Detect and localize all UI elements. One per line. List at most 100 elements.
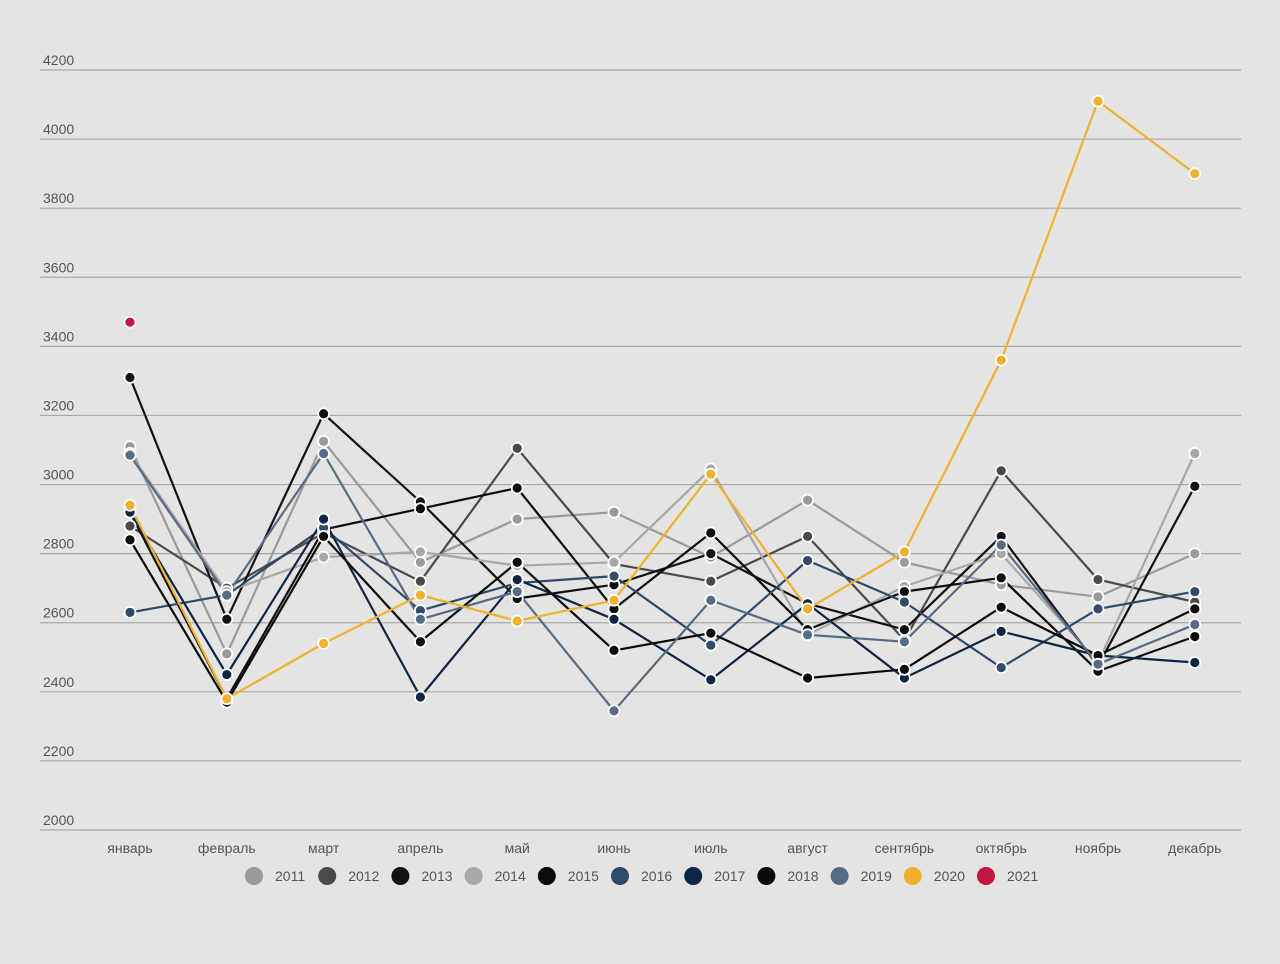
y-tick-label: 2000	[43, 812, 74, 828]
x-tick-label: май	[505, 840, 530, 856]
data-point-2016	[607, 569, 621, 583]
series-line-2016	[129, 526, 1195, 669]
legend-label: 2018	[787, 868, 818, 884]
data-point-2017	[510, 573, 524, 586]
legend-swatch-2012	[318, 867, 337, 885]
data-point-2011	[413, 555, 427, 569]
series-line-2011	[129, 440, 1196, 655]
data-point-2012	[1091, 573, 1105, 586]
data-point-2017	[220, 668, 234, 681]
data-point-2015	[898, 585, 911, 599]
legend-swatch-2015	[537, 867, 556, 885]
data-point-2014	[1188, 447, 1202, 460]
y-tick-label: 2800	[43, 536, 74, 552]
x-tick-label: февраль	[198, 840, 256, 856]
data-point-2016	[123, 605, 137, 619]
legend-label: 2017	[714, 868, 745, 884]
legend-swatch-2021	[977, 867, 995, 885]
legend-swatch-2014	[464, 867, 483, 885]
data-point-2018	[413, 635, 427, 649]
x-axis-ticks: январь февраль март апрель май июнь июль август…	[107, 840, 1221, 856]
data-point-2013	[317, 407, 331, 421]
data-point-2018	[801, 671, 814, 685]
data-point-2018	[607, 643, 621, 657]
data-point-2011	[220, 647, 234, 661]
y-tick-label: 4200	[43, 52, 74, 68]
data-point-2019	[801, 628, 814, 642]
legend-swatch-2017	[684, 867, 703, 885]
legend-label: 2013	[421, 868, 452, 884]
legend-label: 2019	[861, 868, 892, 884]
series-line-2012	[129, 447, 1196, 642]
x-tick-label: август	[787, 840, 828, 856]
data-point-2011	[1188, 547, 1202, 561]
data-point-2015	[704, 526, 718, 540]
data-point-2019	[510, 585, 524, 599]
data-point-2020	[317, 637, 331, 650]
data-point-2011	[607, 505, 621, 519]
legend-label: 2016	[641, 868, 672, 884]
data-point-2011	[1091, 590, 1105, 604]
x-tick-label: март	[308, 840, 340, 856]
data-point-2018	[1188, 602, 1202, 616]
series-line-2020	[129, 100, 1196, 700]
legend-label: 2015	[568, 868, 599, 884]
data-point-2017	[704, 673, 718, 687]
data-point-2012	[801, 529, 814, 543]
data-point-2019	[413, 612, 427, 626]
data-point-2020	[607, 593, 621, 607]
y-tick-label: 3400	[43, 328, 74, 344]
data-point-2017	[607, 612, 621, 626]
x-tick-label: июнь	[597, 840, 630, 856]
x-tick-label: октябрь	[976, 840, 1027, 856]
data-point-2020	[1188, 167, 1202, 181]
legend-label: 2020	[934, 868, 965, 884]
legend-label: 2014	[495, 868, 526, 884]
data-point-2018	[898, 662, 911, 676]
legend-label: 2021	[1007, 868, 1038, 884]
data-point-2011	[510, 512, 524, 526]
data-point-2016	[1188, 585, 1202, 599]
x-tick-label: декабрь	[1168, 840, 1221, 856]
legend-swatch-2013	[391, 867, 410, 885]
data-point-2020	[994, 353, 1008, 367]
data-point-2020	[123, 498, 137, 512]
data-point-2012	[994, 464, 1008, 478]
data-point-2020	[220, 692, 234, 706]
data-point-2020	[413, 588, 427, 602]
data-point-2017	[317, 512, 331, 526]
data-point-2015	[1188, 630, 1202, 643]
data-point-2015	[994, 571, 1008, 585]
series-line-2015	[129, 486, 1196, 700]
x-tick-label: июль	[694, 840, 727, 856]
x-tick-label: ноябрь	[1075, 840, 1121, 856]
data-point-2020	[510, 614, 524, 628]
data-point-2013	[220, 612, 234, 626]
series-points	[123, 94, 1202, 718]
data-point-2013	[123, 371, 137, 384]
data-point-2013	[898, 623, 911, 637]
data-point-2012	[704, 574, 718, 588]
data-point-2021	[123, 315, 137, 329]
y-tick-label: 2400	[43, 674, 74, 690]
data-point-2011	[898, 555, 911, 569]
data-point-2011	[801, 493, 814, 507]
legend-swatch-2020	[903, 867, 922, 885]
data-point-2019	[994, 538, 1008, 552]
data-point-2017	[413, 690, 427, 704]
legend-label: 2012	[348, 868, 379, 884]
y-tick-label: 3600	[43, 259, 74, 275]
data-point-2012	[413, 574, 427, 588]
legend-label: 2011	[275, 868, 305, 884]
data-point-2012	[510, 441, 524, 455]
data-point-2020	[1091, 94, 1105, 108]
x-tick-label: апрель	[397, 840, 443, 856]
legend: 2011 2012 2013 2014 2015 2016 2017 2018 2019 2020…	[245, 867, 1038, 885]
data-point-2019	[220, 588, 234, 602]
y-tick-label: 2200	[43, 743, 74, 759]
data-point-2019	[123, 448, 137, 462]
series-line-2019	[129, 452, 1196, 712]
data-point-2020	[801, 602, 814, 616]
